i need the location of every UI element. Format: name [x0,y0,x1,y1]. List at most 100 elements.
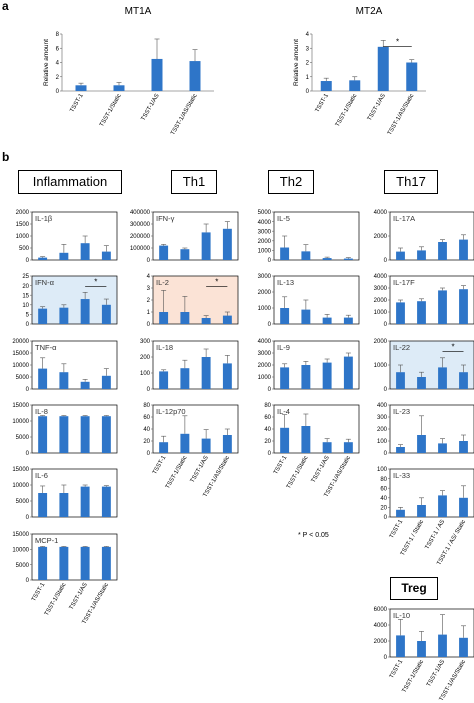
chart-IL9: 0 1000 2000 3000 4000 IL-9 [258,339,360,393]
bar-3 [101,375,111,389]
bar-3 [222,363,232,389]
y-tick-label: 25 [22,274,29,280]
bar-1 [180,368,190,389]
x-tick-label: TSST-1/Static [402,659,426,694]
bar-2 [201,318,211,324]
bar-1 [417,435,426,453]
bar-0 [38,257,48,260]
y-tick-label: 80 [380,477,387,483]
y-tick-label: 0 [56,89,60,95]
bar-1 [113,85,125,91]
y-tick-label: 0 [26,515,30,521]
y-tick-label: 80 [143,403,150,409]
bar-0 [396,372,405,389]
y-tick-label: 1000 [374,310,388,316]
bar-1 [59,493,69,517]
bar-3 [343,258,353,260]
y-tick-label: 8 [56,32,60,38]
bar-1 [417,301,426,324]
chart-title: MT2A [356,6,383,17]
header-treg: Treg [390,577,438,600]
y-tick-label: 40 [264,427,271,433]
cytokine-label: IFN-γ [156,214,175,223]
x-tick-label: TSST-1/AS [141,93,161,122]
y-tick-label: 400000 [130,210,151,216]
y-tick-label: 40 [380,496,387,502]
x-tick-label: TSST-1/AS [367,93,387,122]
y-tick-label: 10000 [12,548,29,554]
header-th1: Th1 [171,170,217,194]
bar-0 [159,312,169,324]
y-tick-label: 200 [377,427,388,433]
y-tick-label: 3000 [258,351,272,357]
bar-3 [101,251,111,260]
bar-3 [459,239,468,260]
bar-3 [189,61,201,91]
chart-title: MT1A [125,6,152,17]
y-tick-label: 0 [26,451,30,457]
y-tick-label: 2 [306,61,310,67]
bar-3 [343,442,353,453]
bar-2 [438,367,447,389]
bar-2 [322,317,332,324]
y-tick-label: 2 [56,75,60,81]
y-tick-label: 0 [26,578,30,584]
cytokine-label: IL-17F [393,278,415,287]
y-tick-label: 1000 [374,363,388,369]
bar-2 [80,546,90,580]
bar-2 [438,495,447,517]
bar-0 [396,251,405,260]
y-tick-label: 20 [22,284,29,290]
bar-2 [438,290,447,324]
y-tick-label: 100000 [130,246,151,252]
bar-2 [377,46,389,91]
bar-3 [459,441,468,453]
y-tick-label: 20 [380,506,387,512]
bar-0 [75,85,87,91]
bar-3 [101,416,111,453]
x-tick-label: TSST-1 [31,581,47,602]
bar-1 [417,505,426,517]
header-inflammation: Inflammation [18,170,122,194]
bar-0 [38,308,48,324]
cytokine-label: MCP-1 [35,536,58,545]
chart-IL8: 0 5000 10000 15000 IL-8 [12,403,118,457]
y-tick-label: 2000 [258,290,272,296]
bar-1 [417,641,426,657]
cytokine-label: IL-6 [35,471,48,480]
cytokine-label: TNF-α [35,343,57,352]
y-tick-label: 400 [377,403,388,409]
cytokine-label: IL-13 [277,278,294,287]
bar-3 [459,497,468,517]
x-tick-label: TSST-1 [389,658,405,679]
cytokine-label: IL-18 [156,343,173,352]
bar-3 [459,372,468,389]
chart-IL17F: 0 1000 2000 3000 4000 IL-17F [374,274,474,328]
y-tick-label: 4 [56,61,60,67]
significance-star: * [451,343,454,352]
cytokine-label: IL-2 [156,278,169,287]
y-tick-label: 4000 [374,623,388,629]
cytokine-label: IL-10 [393,611,410,620]
x-tick-label: TSST-1 [273,454,289,475]
x-tick-label: TSST-1/Static [44,582,68,617]
bar-2 [438,634,447,657]
cytokine-label: IL-12p70 [156,407,186,416]
y-tick-label: 4 [147,274,151,280]
chart-MCP1: 0 5000 10000 15000 MCP-1 [12,532,118,584]
header-th17: Th17 [384,170,438,194]
y-tick-label: 60 [143,415,150,421]
y-axis-label: Relative amount [293,39,300,86]
y-tick-label: 4000 [374,274,388,280]
chart-IL1b: 0 500 1000 1500 2000 IL-1β [16,210,118,264]
cytokine-label: IL-9 [277,343,290,352]
bar-3 [101,486,111,517]
bar-0 [396,447,405,453]
y-tick-label: 1500 [16,222,30,228]
y-tick-label: 1000 [258,249,272,255]
chart-MT2A: 0 1 2 3 4 * MT2A Relative amount TSST-1 TSST-1/St… [293,6,426,136]
x-tick-label: TSST-1 [69,92,85,113]
x-tick-label: TSST-1 [389,518,405,539]
y-tick-label: 1000 [16,234,30,240]
